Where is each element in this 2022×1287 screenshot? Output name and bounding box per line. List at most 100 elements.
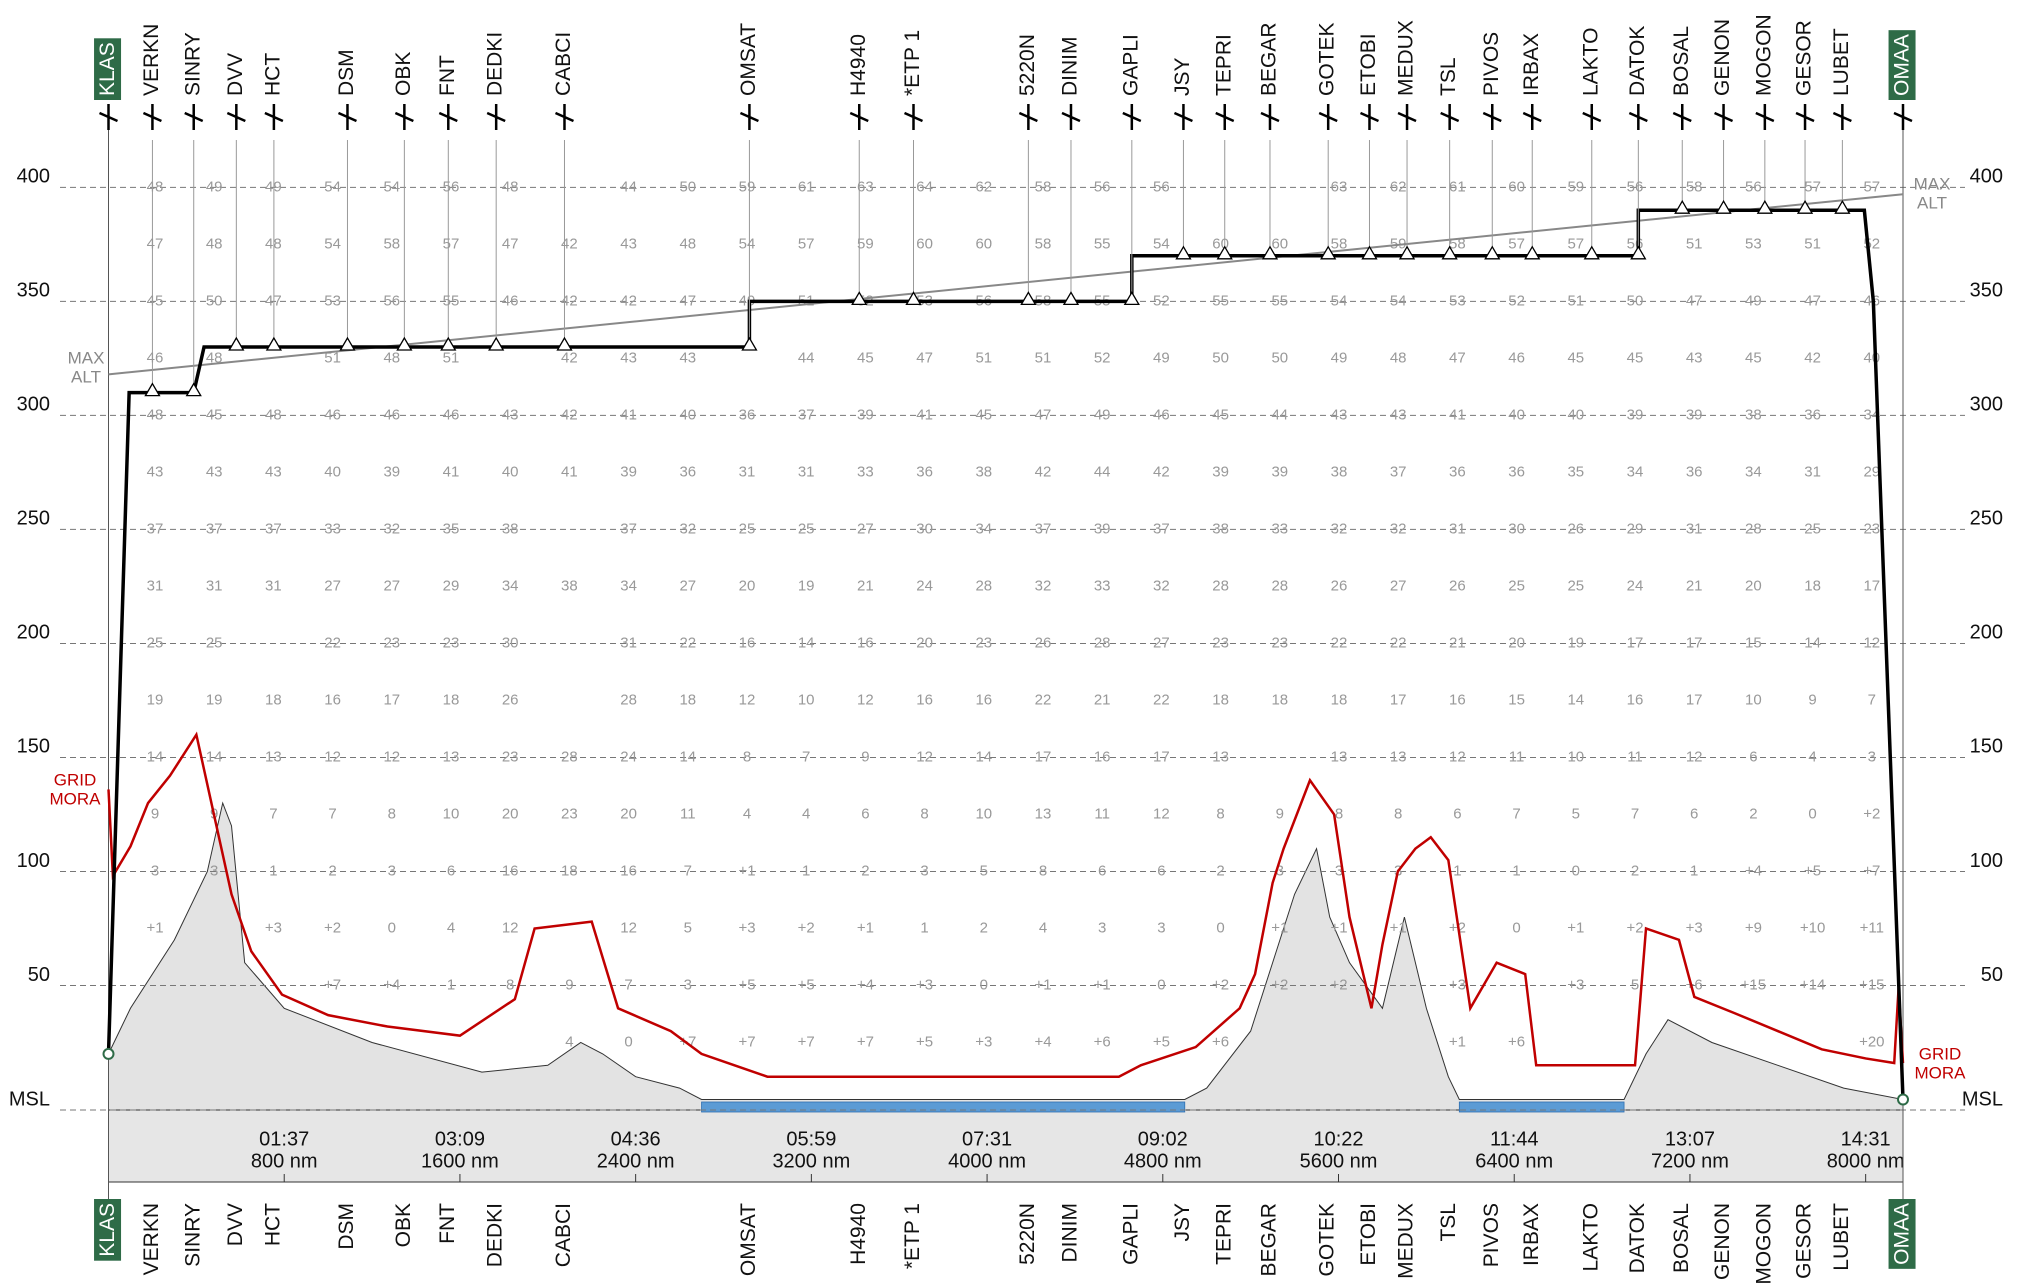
temperature: 7 (1631, 805, 1639, 822)
waypoint-label-top: CABCI (552, 32, 575, 96)
temperature: +4 (383, 976, 400, 993)
temperature: 59 (1567, 178, 1584, 195)
waypoint-icon (1582, 104, 1602, 130)
temperature: 18 (679, 691, 696, 708)
temperature: 57 (1567, 235, 1584, 252)
temperature: 45 (975, 406, 992, 423)
temperature: +3 (1449, 976, 1466, 993)
temperature: 24 (1627, 577, 1644, 594)
temperature: +1 (1567, 919, 1584, 936)
waypoint-label-top: LUBET (1830, 28, 1853, 96)
waypoint-label-bottom: IRBAX (1520, 1203, 1543, 1266)
temperature: 37 (206, 520, 223, 537)
temperature: 27 (324, 577, 341, 594)
y-tick-label: MSL (9, 1088, 50, 1110)
waypoint-label-top-group: OMAA (1888, 30, 1916, 100)
temperature: 45 (857, 349, 874, 366)
temperature: 56 (383, 292, 400, 309)
waypoint-label-bottom: DATOK (1626, 1203, 1649, 1273)
waypoint-label-bottom: MOGON (1752, 1203, 1775, 1285)
temperature: 30 (916, 520, 933, 537)
temperature: 43 (206, 463, 223, 480)
temperature: 47 (1449, 349, 1466, 366)
waypoint-label-bottom-group: 5220N (1016, 1203, 1039, 1265)
waypoint-icon (1215, 104, 1235, 130)
temperature: 33 (857, 463, 874, 480)
waypoint-label-bottom-group: PIVOS (1480, 1203, 1503, 1267)
temperature: 3 (388, 862, 396, 879)
waypoint-label-top: VERKN (140, 24, 163, 96)
temperature: 3 (920, 862, 928, 879)
max-alt-label: ALT (1917, 193, 1947, 212)
waypoint-marker (741, 336, 758, 351)
temperature: 50 (1627, 292, 1644, 309)
waypoint-icon (1755, 104, 1775, 130)
temperature: 47 (916, 349, 933, 366)
temperature: 37 (1153, 520, 1170, 537)
temperature: 37 (620, 520, 637, 537)
temperature: 26 (502, 691, 519, 708)
temperature: 55 (443, 292, 460, 309)
temperature: 16 (1627, 691, 1644, 708)
temperature: 10 (1745, 691, 1762, 708)
y-tick-label-right: 150 (1970, 736, 2003, 758)
temperature: 17 (1686, 691, 1703, 708)
waypoint-icon (98, 104, 119, 130)
temperature: 36 (916, 463, 933, 480)
waypoint-label-bottom-group: OMSAT (737, 1203, 760, 1276)
temperature: 34 (1627, 463, 1644, 480)
airport-box (1888, 30, 1916, 100)
waypoint-label-top-group: TSL (1437, 57, 1460, 96)
y-tick-label: 400 (17, 166, 50, 188)
y-tick-label: 50 (28, 964, 50, 986)
temperature: +5 (1153, 1033, 1170, 1050)
temperature: 57 (798, 235, 815, 252)
temperature: 60 (975, 235, 992, 252)
max-alt-label: MAX (68, 348, 105, 367)
temperature: 45 (1627, 349, 1644, 366)
temperature: 58 (1035, 235, 1052, 252)
temperature: +7 (738, 1033, 755, 1050)
temperature: 36 (1449, 463, 1466, 480)
temperature: 10 (1567, 748, 1584, 765)
x-tick-label: 5600 nm (1300, 1150, 1378, 1172)
temperature: 6 (1690, 805, 1698, 822)
temperature: +1 (1449, 1033, 1466, 1050)
y-tick-label-right: 350 (1970, 280, 2003, 302)
temperature: 48 (265, 406, 282, 423)
temperature: 14 (798, 634, 815, 651)
waypoint-label-top-group: H4940 (847, 34, 870, 96)
temperature: 43 (265, 463, 282, 480)
temperature: +1 (1271, 919, 1288, 936)
temperature: 6 (1098, 862, 1106, 879)
time-label: 10:22 (1313, 1128, 1363, 1150)
waypoint-label-top-group: MEDUX (1395, 20, 1418, 96)
waypoint-icon (184, 104, 204, 130)
waypoint-marker (1796, 199, 1814, 214)
temperature: 42 (1804, 349, 1821, 366)
waypoint-marker (339, 336, 356, 351)
waypoint-marker (144, 382, 161, 397)
temperature: 57 (1508, 235, 1525, 252)
temperature: 62 (975, 178, 992, 195)
temperature: 43 (620, 235, 637, 252)
waypoint-marker (1715, 199, 1732, 214)
time-label: 05:59 (786, 1128, 836, 1150)
temperature: 39 (1094, 520, 1111, 537)
temperature: 37 (1035, 520, 1052, 537)
waypoint-label-bottom-group: TEPRI (1212, 1203, 1235, 1265)
temperature: 40 (1863, 349, 1880, 366)
temperature: 13 (1331, 748, 1348, 765)
temperature: 51 (975, 349, 992, 366)
temperature: 21 (1686, 577, 1703, 594)
waypoint-label-top: OBK (392, 52, 415, 96)
temperature: 55 (1094, 235, 1111, 252)
temperature: 23 (383, 634, 400, 651)
temperature: 45 (206, 406, 223, 423)
temperature: 36 (739, 406, 756, 423)
temperature: 42 (1153, 463, 1170, 480)
temperature: 48 (147, 178, 164, 195)
temperature: 58 (383, 235, 400, 252)
temperature: 49 (206, 178, 223, 195)
temperature: 12 (620, 919, 637, 936)
